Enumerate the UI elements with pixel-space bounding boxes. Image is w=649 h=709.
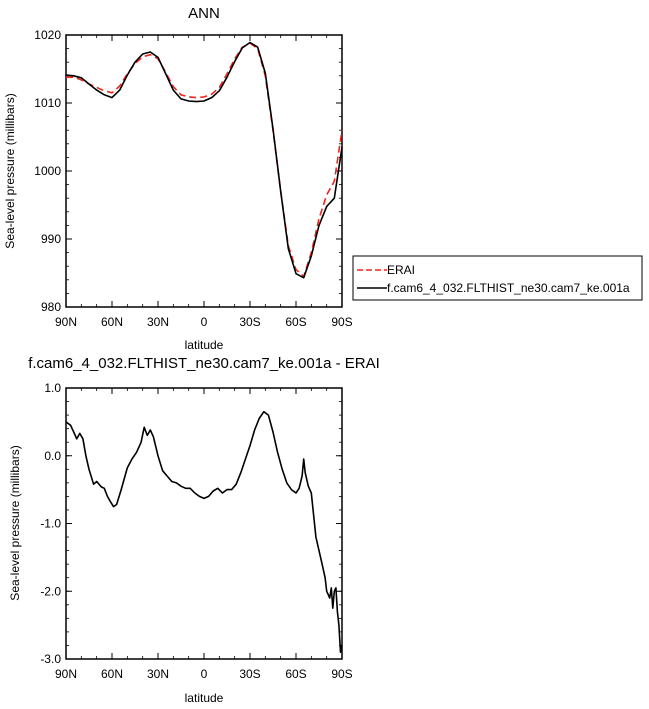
legend: ERAI f.cam6_4_032.FLTHIST_ne30.cam7_ke.0… bbox=[352, 255, 643, 301]
bottom-x-tick-label: 60S bbox=[285, 667, 306, 681]
bottom-series-line-model bbox=[65, 410, 343, 654]
bottom-y-tick-label: -2.0 bbox=[40, 584, 61, 598]
legend-model-label: f.cam6_4_032.FLTHIST_ne30.cam7_ke.001a bbox=[387, 281, 630, 295]
top-y-tick-label: 1010 bbox=[34, 96, 61, 110]
top-y-tick-label: 1000 bbox=[34, 164, 61, 178]
top-x-tick-label: 30S bbox=[239, 315, 260, 329]
top-series-lines bbox=[65, 41, 343, 279]
bottom-y-tick-label: 1.0 bbox=[44, 381, 61, 395]
bottom-x-tick-label: 90S bbox=[331, 667, 352, 681]
top-chart-title: ANN bbox=[188, 5, 220, 22]
bottom-y-tick-label: 0.0 bbox=[44, 449, 61, 463]
bottom-x-tick-label: 30S bbox=[239, 667, 260, 681]
top-y-tick-label: 1020 bbox=[34, 28, 61, 42]
top-series-line-model bbox=[65, 41, 343, 279]
bottom-plot-frame bbox=[65, 387, 343, 660]
legend-box bbox=[352, 255, 643, 301]
top-chart: ANN 90N 60N 30N 0 30S 60S 90S 1020 1010 1000 990 98… bbox=[3, 5, 353, 352]
top-x-tick-label: 30N bbox=[147, 315, 169, 329]
bottom-x-tick-label: 0 bbox=[201, 667, 208, 681]
bottom-chart: f.cam6_4_032.FLTHIST_ne30.cam7_ke.001a -… bbox=[8, 355, 380, 705]
legend-erai-label: ERAI bbox=[387, 263, 415, 277]
top-x-tick-label: 90N bbox=[55, 315, 77, 329]
bottom-x-tick-label: 90N bbox=[55, 667, 77, 681]
bottom-x-tick-label: 30N bbox=[147, 667, 169, 681]
top-x-tick-label: 90S bbox=[331, 315, 352, 329]
top-y-axis-label: Sea-level pressure (millibars) bbox=[3, 93, 17, 248]
bottom-x-tick-label: 60N bbox=[101, 667, 123, 681]
bottom-axis-ticks: 90N 60N 30N 0 30S 60S 90S 1.0 0.0 -1.0 -2.0 -3.0 bbox=[40, 381, 352, 681]
top-x-tick-label: 0 bbox=[201, 315, 208, 329]
bottom-chart-title: f.cam6_4_032.FLTHIST_ne30.cam7_ke.001a -… bbox=[28, 355, 380, 372]
top-plot-frame bbox=[65, 34, 343, 308]
top-x-tick-label: 60S bbox=[285, 315, 306, 329]
bottom-x-axis-label: latitude bbox=[185, 691, 224, 705]
bottom-y-axis-label: Sea-level pressure (millibars) bbox=[8, 445, 22, 600]
top-y-tick-label: 990 bbox=[41, 232, 61, 246]
top-series-line-erai bbox=[66, 42, 343, 278]
bottom-series-lines bbox=[65, 410, 343, 654]
bottom-y-tick-label: -1.0 bbox=[40, 517, 61, 531]
top-axis-ticks: 90N 60N 30N 0 30S 60S 90S 1020 1010 1000 990 980 bbox=[34, 28, 352, 329]
top-x-axis-label: latitude bbox=[185, 338, 224, 352]
top-x-tick-label: 60N bbox=[101, 315, 123, 329]
top-y-tick-label: 980 bbox=[41, 300, 61, 314]
bottom-y-tick-label: -3.0 bbox=[40, 652, 61, 666]
